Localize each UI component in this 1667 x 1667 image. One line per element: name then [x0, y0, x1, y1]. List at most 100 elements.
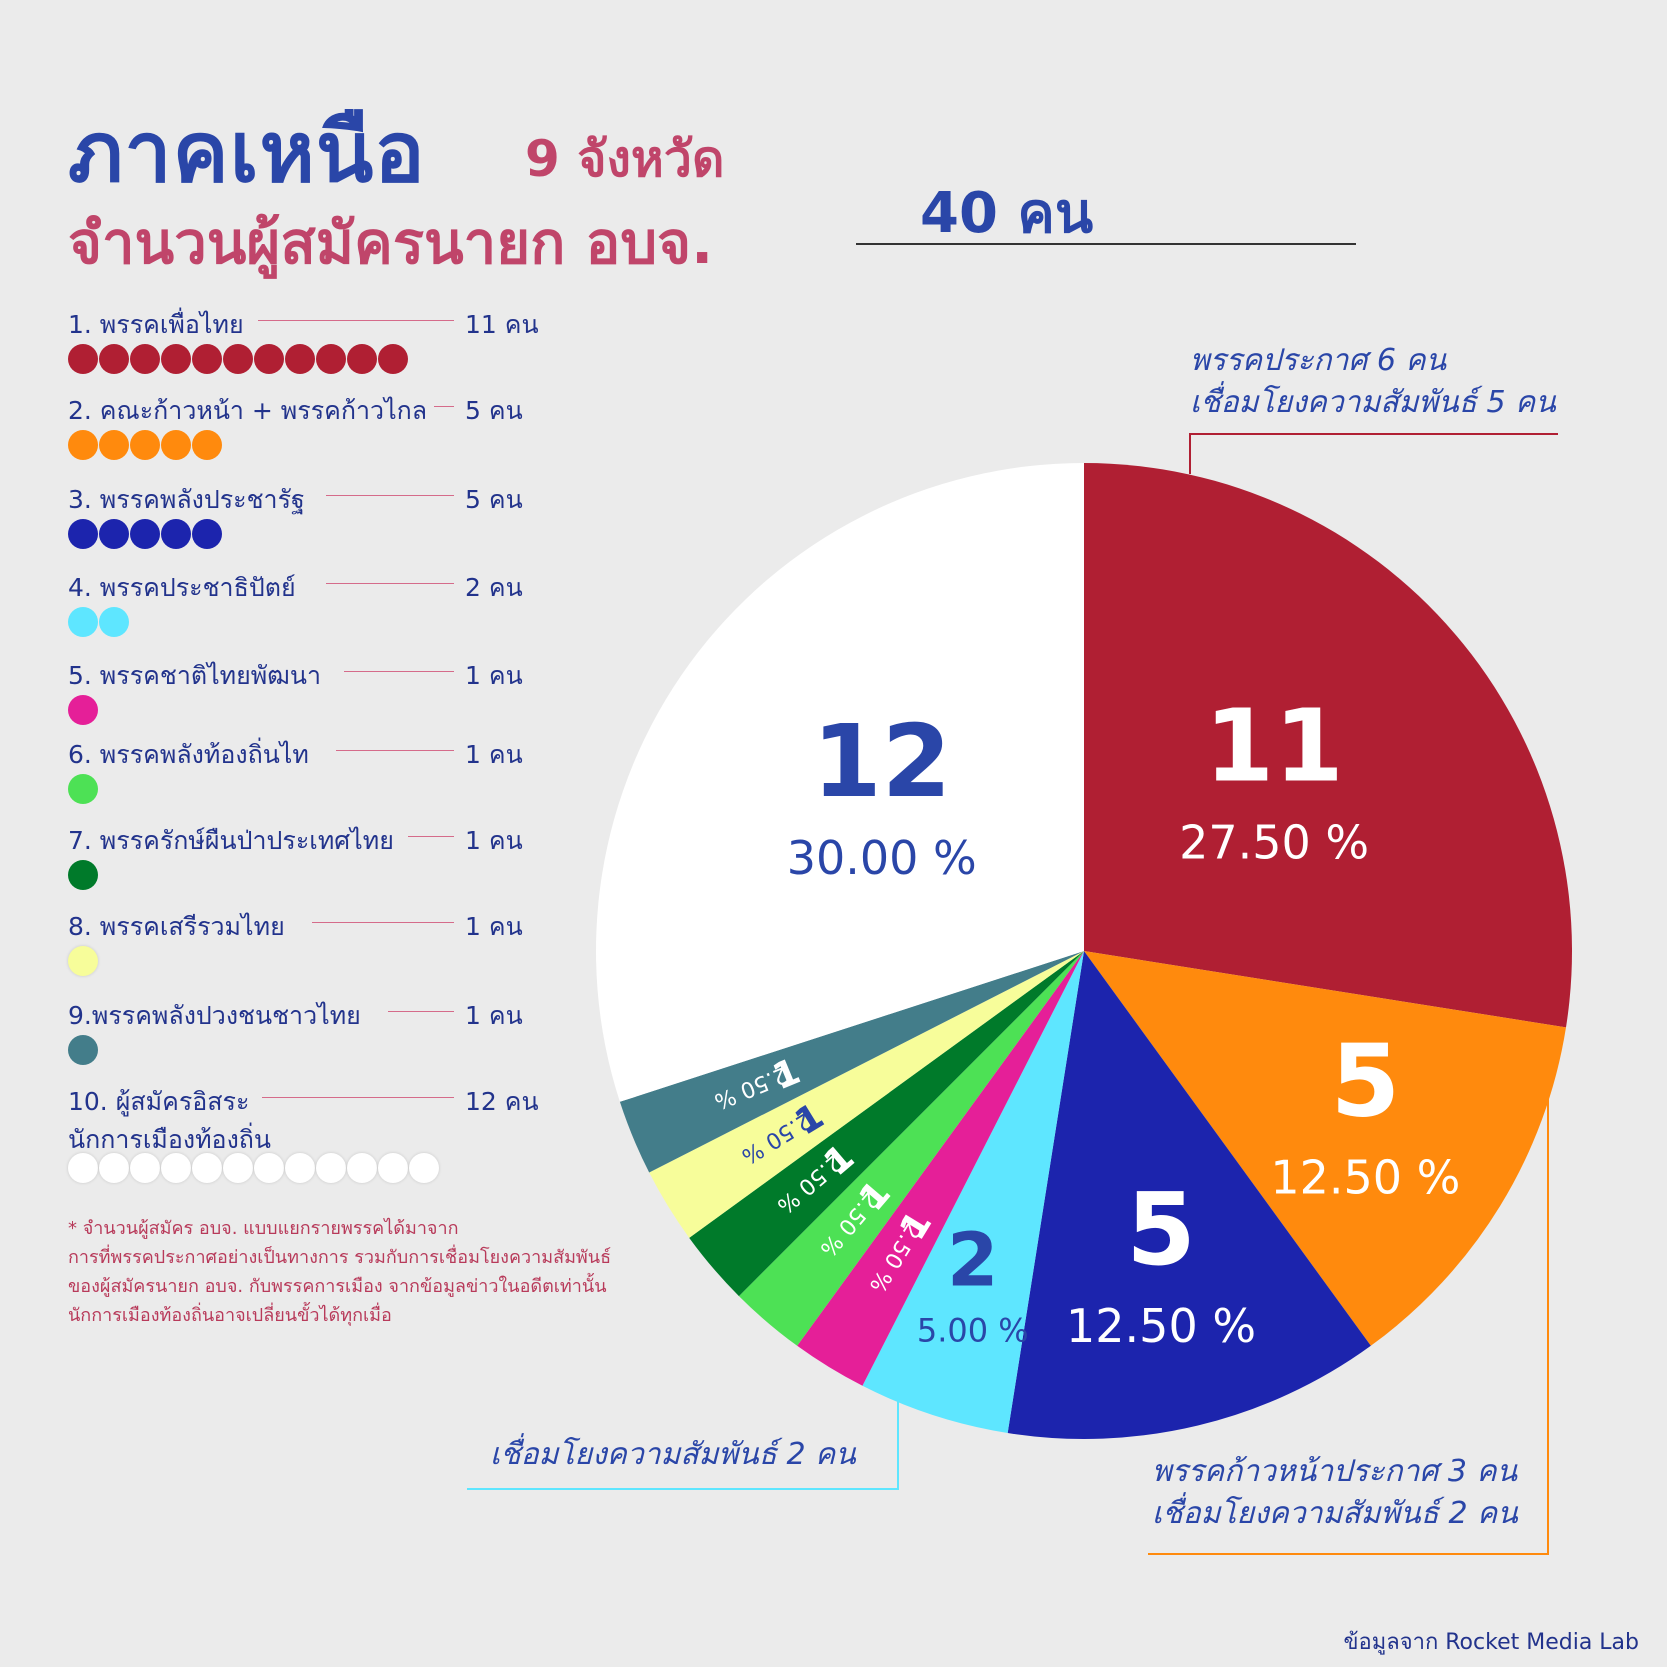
callout-line: พรรคประกาศ 6 คน: [1190, 343, 1447, 378]
legend-dots-3: [68, 519, 222, 549]
legend-dot: [161, 519, 191, 549]
legend-dot: [68, 860, 98, 890]
legend-count: 1 คน: [465, 912, 523, 941]
legend-dot: [68, 695, 98, 725]
callout-democrat: เชื่อมโยงความสัมพันธ์ 2 คน: [490, 1434, 856, 1476]
slice-percent-label: 5.00 %: [917, 1311, 1029, 1349]
legend-count: 11 คน: [465, 310, 539, 339]
legend-label: 3. พรรคพลังประชารัฐ: [68, 485, 305, 514]
legend-leader: [336, 750, 454, 751]
legend-leader: [262, 1097, 454, 1098]
legend-dot: [192, 1153, 222, 1183]
total-underline: [856, 243, 1356, 245]
slice-value-label: 5: [1331, 1022, 1401, 1139]
footnote-line: ของผู้สมัครนายก อบจ. กับพรรคการเมือง จาก…: [68, 1276, 607, 1297]
legend-label: 6. พรรคพลังท้องถิ่นไท: [68, 740, 309, 769]
legend-dots-9: [68, 1035, 98, 1065]
legend-dot: [99, 607, 129, 637]
legend-dots-2: [68, 430, 222, 460]
legend-count: 1 คน: [465, 661, 523, 690]
legend-leader: [434, 406, 454, 407]
legend-label: 8. พรรคเสรีรวมไทย: [68, 912, 285, 941]
legend-dot: [68, 607, 98, 637]
legend-dot: [68, 946, 98, 976]
legend-label: 1. พรรคเพื่อไทย: [68, 310, 244, 339]
callout-line: เชื่อมโยงความสัมพันธ์ 2 คน: [490, 1437, 856, 1472]
legend-dots-6: [68, 774, 98, 804]
legend-leader: [312, 922, 454, 923]
legend-dot: [130, 430, 160, 460]
legend-dot: [68, 519, 98, 549]
page-subtitle: จำนวนผู้สมัครนายก อบจ.: [68, 209, 714, 277]
legend-item-9: 9.พรรคพลังปวงชนชาวไทย: [68, 996, 361, 1036]
legend-item-8: 8. พรรคเสรีรวมไทย: [68, 907, 285, 947]
slice-percent-label: 12.50 %: [1066, 1299, 1256, 1353]
legend-dot: [347, 1153, 377, 1183]
legend-leader: [326, 495, 454, 496]
legend-dot: [254, 1153, 284, 1183]
legend-label: 10. ผู้สมัครอิสระ: [68, 1087, 250, 1116]
legend-item-10: 10. ผู้สมัครอิสระ นักการเมืองท้องถิ่น: [68, 1082, 271, 1160]
page-title: ภาคเหนือ: [68, 103, 426, 201]
pie-slice: [862, 951, 1084, 1433]
footnote-line: * จำนวนผู้สมัคร อบจ. แบบแยกรายพรรคได้มาจ…: [68, 1218, 459, 1239]
legend-dot: [378, 1153, 408, 1183]
legend-dots-5: [68, 695, 98, 725]
legend-dot: [316, 1153, 346, 1183]
pie-slice: [619, 951, 1084, 1173]
legend-item-5: 5. พรรคชาติไทยพัฒนา: [68, 656, 321, 696]
slice-value-label: 2: [947, 1217, 999, 1303]
slice-value-label: 11: [1205, 688, 1344, 805]
legend-dots-7: [68, 860, 98, 890]
legend-dots-4: [68, 607, 129, 637]
slice-percent-label: 30.00 %: [787, 831, 977, 885]
pie-slice: [595, 463, 1084, 1102]
legend-dot: [161, 344, 191, 374]
legend-leader: [388, 1011, 454, 1012]
source-credit: ข้อมูลจาก Rocket Media Lab: [1343, 1630, 1639, 1655]
legend-item-4: 4. พรรคประชาธิปัตย์: [68, 568, 296, 608]
province-count: 9 จังหวัด: [525, 130, 725, 188]
legend-dot: [68, 430, 98, 460]
callout-pheu-thai: พรรคประกาศ 6 คน เชื่อมโยงความสัมพันธ์ 5 …: [1190, 340, 1556, 424]
legend-count: 2 คน: [465, 573, 523, 602]
legend-dot: [254, 344, 284, 374]
legend-dot: [68, 774, 98, 804]
legend-dot: [409, 1153, 439, 1183]
legend-dot: [316, 344, 346, 374]
legend-dot: [99, 430, 129, 460]
legend-dot: [192, 344, 222, 374]
legend-dot: [161, 430, 191, 460]
callout-leader-pheu-thai: [1189, 433, 1558, 474]
pie-slice: [1084, 951, 1566, 1346]
legend-dots-10: [68, 1153, 439, 1183]
legend-item-7: 7. พรรครักษ์ผืนป่าประเทศไทย: [68, 821, 394, 861]
total-candidates: 40 คน: [920, 181, 1094, 246]
legend-dot: [99, 1153, 129, 1183]
footnote-line: นักการเมืองท้องถิ่นอาจเปลี่ยนขั้วได้ทุกเ…: [68, 1305, 392, 1326]
callout-line: เชื่อมโยงความสัมพันธ์ 5 คน: [1190, 385, 1556, 420]
pie-slice: [689, 951, 1084, 1297]
slice-value-label: 5: [1126, 1171, 1196, 1288]
legend-count: 1 คน: [465, 1001, 523, 1030]
callout-kao-na: พรรคก้าวหน้าประกาศ 3 คน เชื่อมโยงความสัม…: [1152, 1451, 1518, 1535]
legend-dot: [99, 344, 129, 374]
callout-line: พรรคก้าวหน้าประกาศ 3 คน: [1152, 1454, 1518, 1489]
legend-dot: [223, 344, 253, 374]
legend-item-3: 3. พรรคพลังประชารัฐ: [68, 480, 305, 520]
slice-value-label: 12: [812, 703, 951, 820]
legend-label: 9.พรรคพลังปวงชนชาวไทย: [68, 1001, 361, 1030]
legend-item-2: 2. คณะก้าวหน้า + พรรคก้าวไกล: [68, 391, 427, 431]
legend-label: 7. พรรครักษ์ผืนป่าประเทศไทย: [68, 826, 394, 855]
legend-dot: [223, 1153, 253, 1183]
legend-dot: [192, 519, 222, 549]
legend-count: 12 คน: [465, 1087, 539, 1116]
legend-dot: [285, 1153, 315, 1183]
slice-percent-label: 12.50 %: [1270, 1150, 1460, 1204]
legend-label: 4. พรรคประชาธิปัตย์: [68, 573, 296, 602]
legend-item-6: 6. พรรคพลังท้องถิ่นไท: [68, 735, 309, 775]
legend-dots-8: [68, 946, 98, 976]
legend-dots-1: [68, 344, 408, 374]
legend-dot: [161, 1153, 191, 1183]
